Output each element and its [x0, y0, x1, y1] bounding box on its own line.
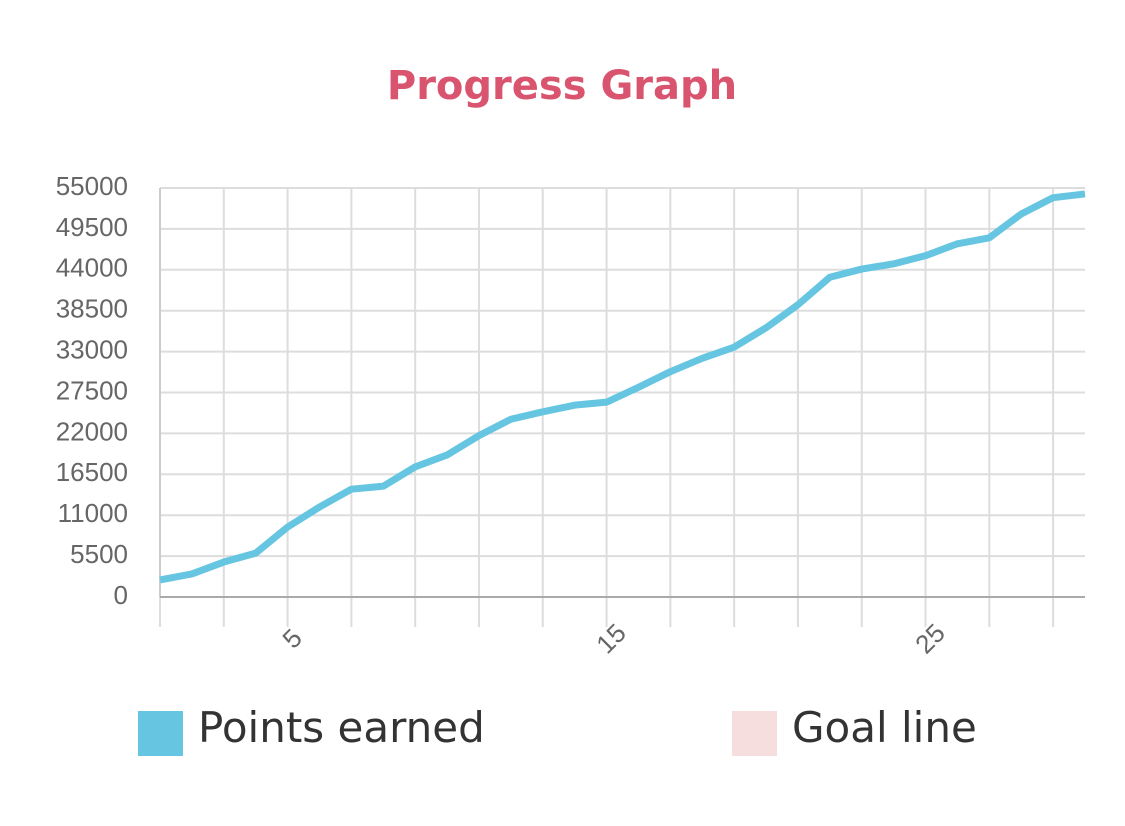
y-tick-label: 55000 [56, 171, 128, 201]
y-tick-label: 44000 [56, 253, 128, 283]
legend-swatch [138, 711, 183, 756]
legend-label: Goal line [792, 703, 977, 752]
legend-label: Points earned [198, 703, 485, 752]
y-tick-label: 33000 [56, 334, 128, 364]
y-tick-label: 38500 [56, 294, 128, 324]
data-line [159, 190, 1086, 584]
x-tick-label: 5 [276, 623, 307, 654]
y-tick-label: 16500 [56, 457, 128, 487]
y-tick-label: 49500 [56, 212, 128, 242]
x-tick-label: 25 [909, 618, 951, 660]
x-tick-label: 15 [590, 618, 632, 660]
y-tick-label: 22000 [56, 416, 128, 446]
y-tick-label: 11000 [58, 498, 128, 528]
y-tick-label: 0 [114, 580, 128, 610]
chart-title: Progress Graph [387, 63, 737, 109]
y-tick-label: 5500 [70, 539, 128, 569]
legend-swatch [732, 711, 777, 756]
y-tick-label: 27500 [56, 375, 128, 405]
